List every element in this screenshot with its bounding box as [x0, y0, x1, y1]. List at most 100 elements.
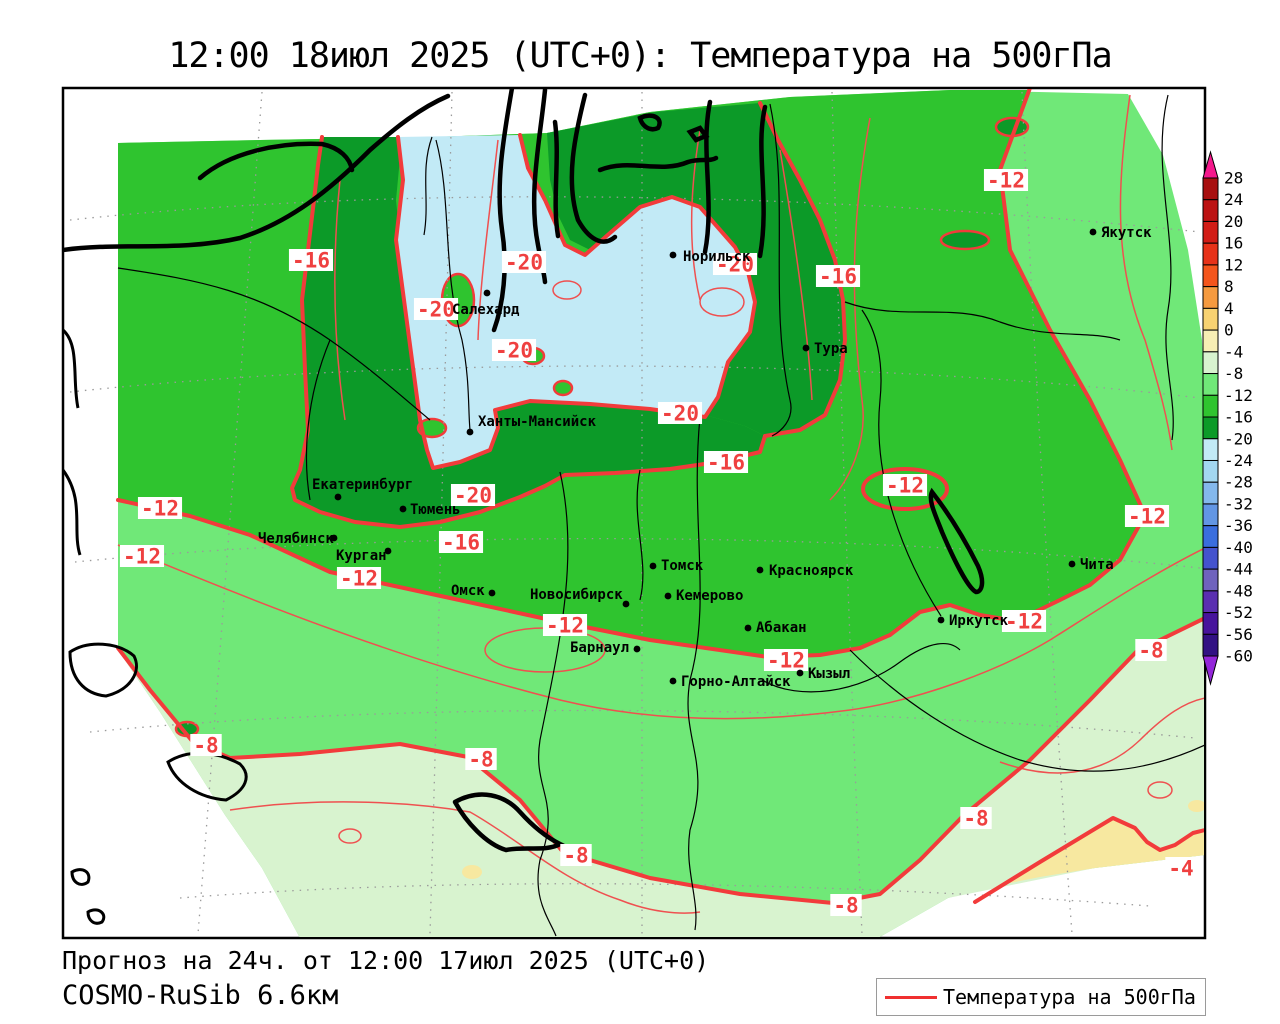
- contour-label: -12: [141, 497, 179, 521]
- legend-label: Температура на 500гПа: [943, 985, 1196, 1009]
- colorbar-tick-label: 16: [1224, 234, 1243, 253]
- colorbar-tick-label: -52: [1224, 603, 1253, 622]
- city-dot: [745, 625, 752, 632]
- contour-label: -16: [707, 451, 745, 475]
- city-dot: [650, 563, 657, 570]
- city-label: Салехард: [452, 302, 520, 318]
- colorbar-cell: [1203, 265, 1218, 287]
- city-label: Курган: [336, 548, 387, 564]
- city-dot: [938, 617, 945, 624]
- legend-box: Температура на 500гПа: [876, 978, 1206, 1016]
- city-label: Новосибирск: [530, 587, 623, 603]
- city-dot: [400, 506, 407, 513]
- city-label: Тура: [814, 341, 848, 357]
- colorbar-cell: [1203, 482, 1218, 504]
- region-gold-spot: [1188, 800, 1206, 812]
- model-info: COSMO-RuSib 6.6км: [62, 980, 338, 1011]
- city-label: Кемерово: [676, 588, 743, 604]
- colorbar-cell: [1203, 178, 1218, 200]
- city-dot: [670, 678, 677, 685]
- cold-pocket: [941, 231, 989, 249]
- contour-label: -16: [292, 249, 330, 273]
- city-label: Горно-Алтайск: [681, 674, 791, 690]
- colorbar-tick-label: 24: [1224, 190, 1243, 209]
- colorbar-tick-label: -12: [1224, 386, 1253, 405]
- legend-line-sample: [885, 996, 937, 999]
- colorbar-tick-label: -20: [1224, 429, 1253, 448]
- colorbar: 2824201612840-4-8-12-16-20-24-28-32-36-4…: [1203, 152, 1253, 684]
- city-label: Тюмень: [410, 502, 461, 518]
- contour-label: -8: [963, 807, 988, 831]
- colorbar-cell: [1203, 330, 1218, 352]
- city-dot: [665, 593, 672, 600]
- contour-label: -12: [340, 567, 378, 591]
- colorbar-cell: [1203, 526, 1218, 548]
- city-dot: [1069, 561, 1076, 568]
- city-label: Омск: [451, 583, 485, 599]
- colorbar-tick-label: 0: [1224, 321, 1234, 340]
- city-label: Иркутск: [949, 613, 1009, 629]
- colorbar-tick-label: 8: [1224, 277, 1234, 296]
- city-label: Ханты-Мансийск: [478, 414, 597, 430]
- weather-map: -20-20-20-20-20-20-16-16-16-16-12-12-12-…: [0, 0, 1280, 1024]
- city-dot: [757, 567, 764, 574]
- forecast-info: Прогноз на 24ч. от 12:00 17июл 2025 (UTC…: [62, 946, 709, 975]
- colorbar-tick-label: -24: [1224, 451, 1253, 470]
- colorbar-cell: [1203, 221, 1218, 243]
- colorbar-cell: [1203, 243, 1218, 265]
- colorbar-cell: [1203, 287, 1218, 309]
- colorbar-cell: [1203, 352, 1218, 374]
- contour-label: -16: [442, 531, 480, 555]
- city-label: Абакан: [756, 620, 807, 636]
- colorbar-cell: [1203, 547, 1218, 569]
- contour-label: -12: [1128, 505, 1166, 529]
- city-dot: [484, 290, 491, 297]
- city-label: Норильск: [683, 249, 751, 265]
- region-gold-spot: [462, 865, 482, 879]
- contour-label: -12: [546, 614, 584, 638]
- colorbar-tick-label: -60: [1224, 647, 1253, 666]
- colorbar-cell: [1203, 634, 1218, 656]
- contour-label: -8: [833, 894, 858, 918]
- colorbar-tick-label: -28: [1224, 473, 1253, 492]
- colorbar-tick-label: -36: [1224, 516, 1253, 535]
- contour-label: -4: [1168, 857, 1193, 881]
- pool-island: [554, 381, 572, 395]
- city-label: Челябинск: [258, 531, 334, 547]
- colorbar-tick-label: 20: [1224, 212, 1243, 231]
- city-dot: [489, 590, 496, 597]
- contour-label: -20: [417, 298, 455, 322]
- contour-label: -12: [987, 169, 1025, 193]
- colorbar-tick-label: 12: [1224, 255, 1243, 274]
- colorbar-tick-label: -16: [1224, 408, 1253, 427]
- colorbar-tick-label: 28: [1224, 169, 1243, 188]
- city-label: Красноярск: [769, 563, 854, 579]
- city-dot: [1090, 229, 1097, 236]
- colorbar-cell: [1203, 591, 1218, 613]
- colorbar-cell: [1203, 504, 1218, 526]
- contour-label: -8: [563, 844, 588, 868]
- contour-label: -20: [661, 402, 699, 426]
- contour-label: -12: [123, 545, 161, 569]
- colorbar-cell: [1203, 417, 1218, 439]
- colorbar-cell: [1203, 308, 1218, 330]
- contour-label: -8: [468, 748, 493, 772]
- colorbar-cell: [1203, 374, 1218, 396]
- city-dot: [634, 646, 641, 653]
- colorbar-tick-label: -8: [1224, 364, 1243, 383]
- city-label: Екатеринбург: [312, 477, 413, 493]
- colorbar-tick-label: 4: [1224, 299, 1234, 318]
- city-dot: [335, 494, 342, 501]
- contour-label: -12: [767, 649, 805, 673]
- city-label: Якутск: [1101, 225, 1152, 241]
- contour-label: -12: [1005, 610, 1043, 634]
- colorbar-tick-label: -56: [1224, 625, 1253, 644]
- colorbar-cell: [1203, 613, 1218, 635]
- city-dot: [797, 670, 804, 677]
- city-label: Кызыл: [808, 666, 850, 682]
- colorbar-cell: [1203, 395, 1218, 417]
- colorbar-cell: [1203, 200, 1218, 222]
- contour-label: -16: [819, 265, 857, 289]
- colorbar-cell: [1203, 460, 1218, 482]
- colorbar-cell: [1203, 439, 1218, 461]
